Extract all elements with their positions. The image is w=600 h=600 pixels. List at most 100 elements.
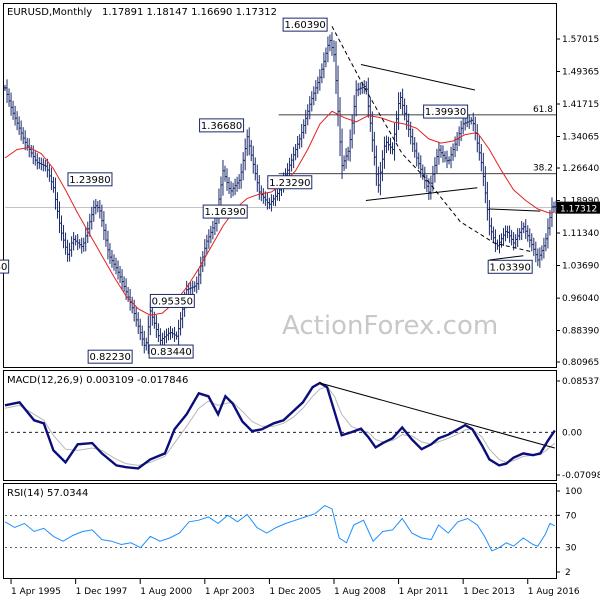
price-axis-label: 1.34065	[562, 132, 599, 142]
ohlc-bar	[534, 241, 538, 263]
fib-level-label: 61.8	[533, 105, 553, 115]
price-annotation-box	[487, 259, 533, 274]
ohlc-bar	[15, 111, 19, 131]
price-annotation-box	[0, 259, 10, 274]
ohlc-bar	[429, 175, 433, 200]
ohlc-bar	[480, 144, 483, 172]
current-price-tag-label: 1.17312	[560, 205, 597, 215]
ohlc-bar	[237, 174, 241, 190]
price-annotation-box	[199, 118, 245, 133]
rsi-panel-title: RSI(14) 57.0344	[7, 488, 88, 499]
ohlc-bar	[221, 159, 225, 196]
ohlc-bar	[9, 92, 13, 116]
ohlc-bar	[518, 228, 521, 241]
ohlc-bar	[248, 127, 251, 156]
ohlc-bar	[104, 223, 108, 247]
ohlc-bar	[482, 152, 485, 187]
price-ohlc-values: 1.17891 1.18147 1.16690 1.17312	[102, 7, 277, 18]
ohlc-bar	[114, 257, 118, 275]
ohlc-bar	[165, 328, 168, 344]
price-axis-label: 1.57015	[562, 35, 599, 45]
ohlc-bar	[145, 337, 148, 351]
x-axis-label: 1 Aug 2016	[528, 587, 580, 597]
ohlc-bar	[504, 225, 507, 242]
ohlc-bar	[304, 109, 307, 134]
rsi-panel-frame	[3, 483, 557, 579]
price-trendline	[360, 64, 476, 91]
ohlc-bar	[120, 269, 124, 290]
price-annotation-label: 1.23290	[269, 178, 310, 189]
ohlc-bar	[375, 145, 378, 186]
ohlc-bar	[197, 268, 200, 290]
price-panel-frame	[3, 3, 557, 368]
rsi-line	[4, 505, 556, 552]
ohlc-bar	[66, 239, 69, 262]
ohlc-bar	[492, 226, 495, 244]
ohlc-bar	[415, 142, 418, 167]
x-axis-label: 1 Apr 2011	[399, 587, 449, 597]
ohlc-bar	[195, 276, 198, 294]
ohlc-bar	[538, 247, 542, 268]
macd-line	[4, 381, 556, 470]
ohlc-bar	[338, 97, 342, 157]
price-trendline	[365, 187, 478, 201]
ohlc-bar	[30, 144, 33, 158]
ohlc-bar	[139, 318, 142, 341]
ohlc-bar	[381, 150, 384, 182]
ohlc-bar	[520, 221, 523, 241]
price-annotation-label: 0.82230	[89, 352, 130, 363]
fib-level-label: 38.2	[533, 164, 553, 174]
ohlc-bar	[526, 225, 529, 242]
ohlc-bar	[403, 98, 406, 121]
ohlc-bar	[326, 36, 330, 63]
ohlc-bar	[524, 219, 527, 240]
ohlc-bar	[417, 152, 420, 170]
ohlc-bar	[514, 234, 517, 249]
rsi-axis-label: 30	[565, 544, 577, 554]
ohlc-bar	[546, 218, 550, 249]
ohlc-bar	[245, 129, 249, 156]
ohlc-bar	[500, 233, 503, 248]
ohlc-bar	[80, 237, 83, 254]
macd-panel-title: MACD(12,26,9) 0.003109 -0.017846	[7, 375, 188, 386]
price-annotation-box	[149, 293, 195, 308]
ohlc-bar	[270, 194, 273, 212]
ohlc-bar	[112, 254, 116, 271]
ohlc-bar	[13, 105, 17, 126]
ohlc-bar	[231, 182, 235, 197]
ohlc-bar	[26, 137, 29, 151]
ohlc-bar	[484, 166, 487, 204]
price-annotation: 0.83440	[148, 344, 194, 359]
ohlc-bar	[474, 116, 477, 141]
ohlc-bar	[179, 312, 182, 336]
ohlc-bar	[496, 239, 499, 250]
ohlc-bar	[389, 137, 392, 155]
ohlc-bar	[387, 136, 390, 151]
macd-axis-label: -0.070989	[562, 471, 600, 481]
ohlc-bar	[449, 146, 453, 169]
ohlc-bar	[421, 164, 424, 180]
moving-average-line	[4, 110, 555, 316]
ohlc-bar	[219, 176, 223, 208]
price-annotation-box	[202, 204, 248, 219]
ohlc-bar	[276, 189, 279, 201]
ohlc-bar	[243, 138, 247, 171]
price-annotation-label: 1.39930	[425, 107, 466, 118]
price-axis-label: 1.18990	[562, 197, 599, 207]
ohlc-bar	[314, 80, 318, 101]
ohlc-bar	[274, 188, 277, 207]
ohlc-bar	[316, 76, 320, 94]
ohlc-bar	[346, 146, 350, 161]
ohlc-bar	[522, 222, 525, 234]
ohlc-bar	[383, 136, 386, 169]
ohlc-bar	[433, 157, 437, 183]
ohlc-bar	[17, 116, 21, 135]
ohlc-bar	[110, 249, 114, 268]
current-price-tag: 1.17312	[557, 201, 600, 215]
price-axis-label: 0.88390	[562, 327, 599, 337]
ohlc-bar	[330, 32, 334, 56]
ohlc-bar	[64, 232, 67, 255]
macd-current-tag: 0.00	[557, 426, 585, 439]
ohlc-bar	[102, 211, 106, 240]
